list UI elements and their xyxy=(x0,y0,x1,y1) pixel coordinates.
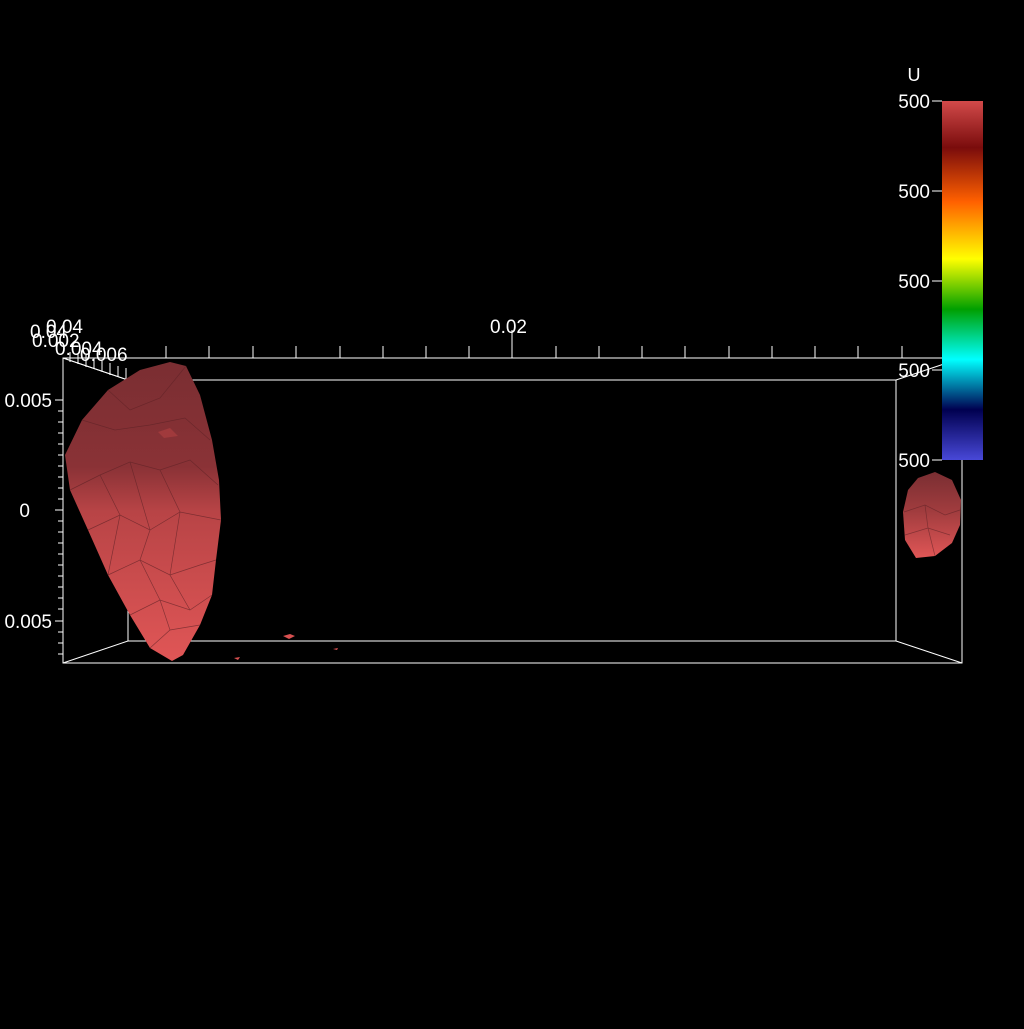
iso-surface-right xyxy=(903,472,961,558)
colorbar-gradient xyxy=(942,101,983,460)
colorbar: U 500 500 500 500 500 xyxy=(898,65,983,472)
colorbar-tick-4: 500 xyxy=(898,451,930,472)
top-label-1: 0.02 xyxy=(490,317,527,338)
colorbar-tick-0: 500 xyxy=(898,92,930,113)
iso-surface-left xyxy=(65,362,221,661)
left-label-0: 0.005 xyxy=(4,391,52,412)
colorbar-title: U xyxy=(908,65,921,85)
corner-label-3: 0.006 xyxy=(80,345,128,366)
left-label-2: 0.005 xyxy=(4,612,52,633)
colorbar-tick-1: 500 xyxy=(898,182,930,203)
iso-surface-fragments xyxy=(234,634,338,660)
left-axis-ticks xyxy=(55,358,63,663)
left-label-1: 0 xyxy=(19,501,30,522)
colorbar-tick-2: 500 xyxy=(898,272,930,293)
colorbar-tick-3: 500 xyxy=(898,361,930,382)
